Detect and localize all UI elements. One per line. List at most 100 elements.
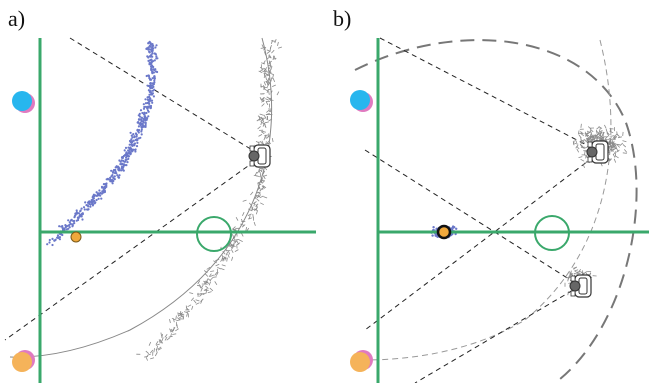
scatter-point — [154, 70, 157, 73]
scatter-point — [266, 71, 271, 74]
scatter-point — [125, 164, 128, 167]
scatter-point — [151, 89, 154, 92]
scatter-point — [96, 194, 99, 197]
scatter-point — [77, 217, 80, 220]
scatter-point — [236, 242, 241, 246]
scatter-point — [585, 154, 588, 159]
scatter-point — [587, 126, 592, 130]
scatter-point — [270, 108, 272, 113]
scatter-point — [267, 64, 272, 67]
scatter-point — [157, 347, 162, 351]
scatter-point — [255, 203, 259, 208]
large-dashed-arc — [354, 39, 638, 383]
scatter-point — [266, 96, 271, 100]
scatter-point — [128, 147, 131, 151]
scatter-point — [67, 224, 70, 227]
scatter-point — [604, 124, 607, 129]
scatter-point — [572, 141, 575, 146]
scatter-point — [141, 111, 144, 115]
scatter-point — [147, 42, 150, 45]
scatter-point — [148, 105, 151, 108]
scatter-point — [58, 225, 61, 228]
scatter-point — [580, 158, 585, 162]
scatter-point — [175, 315, 177, 320]
scatter-point — [232, 226, 236, 230]
scatter-point — [257, 126, 261, 130]
scatter-point — [149, 63, 152, 66]
scatter-point — [247, 217, 253, 220]
scatter-point — [586, 133, 589, 138]
scatter-point — [271, 40, 276, 42]
scatter-point — [260, 120, 263, 126]
scatter-point — [262, 175, 266, 180]
scatter-point — [267, 140, 272, 145]
scatter-point — [149, 91, 152, 94]
scatter-point — [226, 257, 228, 262]
scatter-point — [264, 67, 268, 71]
scatter-point — [112, 170, 115, 173]
scatter-point — [97, 197, 100, 200]
scatter-point — [260, 202, 264, 206]
scatter-point — [260, 47, 265, 49]
scatter-point — [259, 167, 264, 170]
scatter-point — [262, 122, 265, 127]
scatter-point — [158, 339, 161, 344]
scatter-point — [130, 138, 133, 141]
blue-scatter — [46, 40, 159, 247]
scatter-point — [245, 227, 247, 232]
scatter-point — [200, 284, 204, 289]
scatter-point — [569, 272, 573, 277]
scatter-point — [261, 98, 265, 103]
scatter-point — [622, 152, 627, 154]
scatter-point — [58, 236, 62, 239]
scatter-point — [146, 117, 149, 120]
scatter-point — [127, 151, 131, 154]
scatter-point — [132, 139, 135, 142]
scatter-point — [131, 136, 134, 139]
scatter-point — [229, 244, 234, 247]
scatter-point — [195, 299, 200, 302]
scatter-point — [199, 284, 201, 289]
scatter-point — [145, 74, 148, 78]
scatter-point — [257, 181, 262, 184]
scatter-point — [126, 161, 129, 164]
scatter-point — [268, 90, 270, 95]
scatter-point — [225, 251, 229, 256]
scatter-point — [199, 293, 203, 297]
orange-landmark-icon — [350, 350, 373, 372]
scatter-point — [151, 101, 154, 104]
scatter-point — [89, 203, 92, 206]
scatter-point — [255, 210, 258, 215]
scatter-point — [114, 168, 117, 172]
cyan-landmark-icon — [350, 90, 373, 112]
scatter-point — [229, 241, 231, 246]
scatter-point — [202, 292, 207, 294]
scatter-point — [146, 353, 151, 356]
scatter-point — [127, 157, 130, 160]
scatter-point — [203, 270, 208, 274]
scatter-point — [263, 84, 266, 89]
scatter-point — [266, 116, 269, 121]
scatter-point — [254, 194, 256, 199]
scatter-point — [147, 56, 150, 59]
scatter-point — [262, 170, 266, 175]
scatter-point — [121, 156, 124, 159]
scatter-point — [210, 270, 215, 272]
scatter-point — [69, 219, 72, 222]
scatter-point — [185, 310, 190, 313]
scatter-point — [134, 132, 138, 135]
scatter-point — [269, 65, 272, 70]
scatter-point — [583, 271, 588, 275]
scatter-point — [209, 277, 214, 281]
scatter-point — [270, 90, 273, 95]
scatter-point — [263, 72, 268, 75]
dashed-ray — [69, 37, 263, 157]
scatter-point — [172, 327, 176, 331]
scatter-point — [149, 349, 154, 354]
scatter-point — [209, 287, 214, 292]
panel-a: a) — [0, 0, 324, 383]
scatter-point — [78, 215, 81, 218]
scatter-point — [74, 213, 77, 216]
scatter-point — [77, 218, 80, 222]
scatter-point — [138, 112, 141, 115]
